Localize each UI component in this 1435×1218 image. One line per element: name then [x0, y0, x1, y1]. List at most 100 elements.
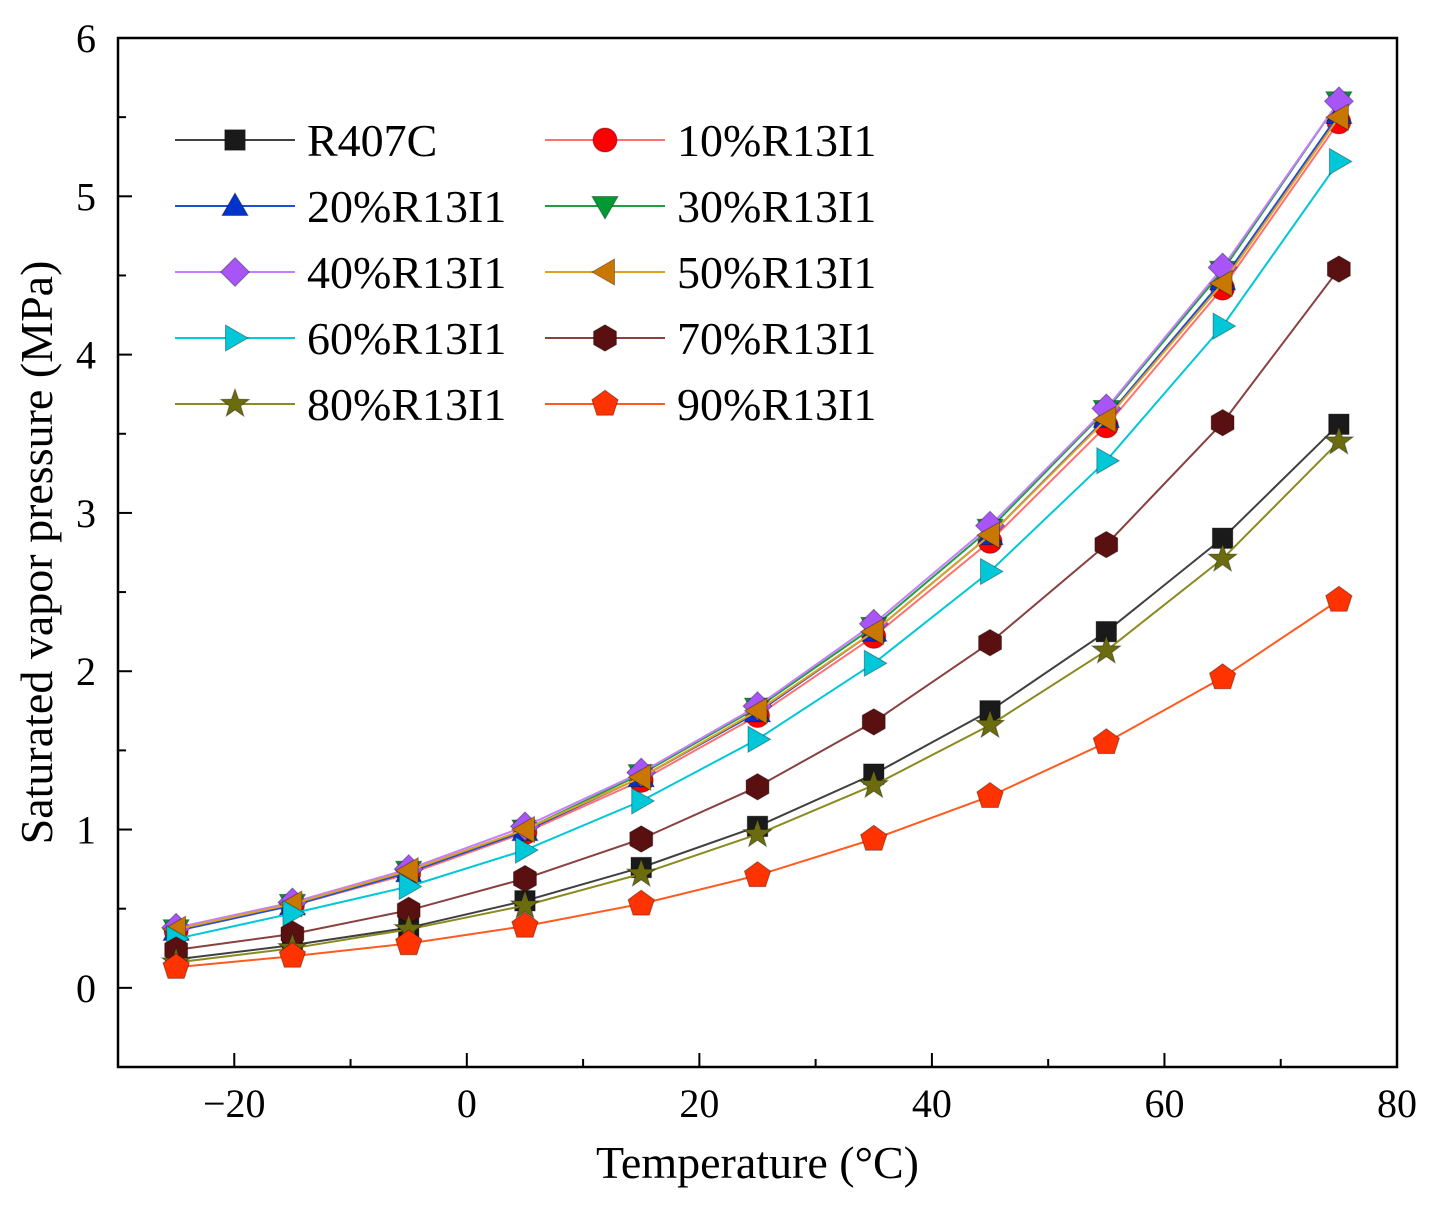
data-point	[394, 856, 419, 885]
legend-marker	[591, 389, 619, 416]
legend-label: 80%R13I1	[307, 379, 506, 430]
data-point	[978, 628, 1002, 657]
legend-label: 60%R13I1	[307, 313, 506, 364]
x-axis-title: Temperature (°C)	[596, 1137, 919, 1188]
legend-label: 10%R13I1	[677, 115, 876, 166]
legend-marker	[592, 127, 618, 153]
data-point	[1208, 269, 1233, 298]
data-point	[1096, 446, 1121, 475]
data-point	[976, 521, 1000, 549]
legend-label: 30%R13I1	[677, 181, 876, 232]
data-point	[509, 888, 541, 919]
data-point	[860, 824, 888, 851]
legend-marker	[219, 256, 251, 288]
data-point	[1323, 425, 1355, 456]
axes: −20 0 20 40 60 80 0 1 2 3 4 5 6 Temperature (°C) Satur…	[11, 16, 1417, 1188]
y-tick-label: 1	[76, 808, 96, 853]
data-point	[743, 696, 768, 725]
legend-marker	[593, 324, 617, 352]
series-90pct-r13i1	[162, 585, 1353, 979]
data-point	[863, 649, 888, 678]
legend-item: 40%R13I1	[175, 247, 506, 298]
data-point	[511, 815, 535, 844]
legend-marker	[224, 129, 246, 151]
legend-label: 20%R13I1	[307, 181, 506, 232]
y-tick-label: 4	[76, 333, 96, 378]
data-point	[745, 773, 770, 801]
legend-marker	[219, 387, 251, 418]
x-tick-label: −20	[203, 1081, 266, 1126]
x-tick-label: 80	[1377, 1081, 1417, 1126]
data-point	[515, 836, 539, 864]
data-point	[398, 872, 423, 901]
series-layer	[160, 86, 1355, 979]
legend-item: 20%R13I1	[175, 181, 506, 232]
legend-item: 60%R13I1	[175, 313, 506, 364]
legend: R407C 10%R13I1 20%R13I1 30%R13I1 40%R13I1 50%…	[175, 115, 876, 430]
legend-item: 50%R13I1	[545, 247, 876, 298]
data-point	[627, 763, 652, 792]
series-80pct-r13i1	[160, 425, 1355, 976]
data-point	[1325, 585, 1353, 612]
x-tick-label: 40	[912, 1081, 952, 1126]
legend-label: 50%R13I1	[677, 247, 876, 298]
series-line	[175, 121, 1340, 932]
data-point	[631, 787, 656, 815]
data-point	[1092, 405, 1117, 434]
data-point	[1210, 408, 1235, 437]
legend-item: R407C	[175, 115, 437, 166]
data-point	[513, 864, 537, 893]
data-point	[747, 725, 772, 754]
data-point	[1324, 103, 1349, 131]
data-point	[1092, 728, 1120, 755]
plot-frame	[116, 36, 1399, 1069]
data-point	[396, 896, 421, 925]
data-point	[1090, 634, 1123, 665]
legend-item: 10%R13I1	[545, 115, 876, 166]
data-point	[976, 781, 1004, 808]
data-point	[282, 899, 307, 928]
legend-label: R407C	[307, 115, 437, 166]
data-point	[511, 911, 539, 938]
legend-marker	[221, 192, 249, 216]
legend-marker	[225, 324, 249, 352]
series-line	[175, 116, 1340, 931]
data-point	[743, 860, 772, 888]
legend-marker	[591, 196, 619, 220]
data-point	[1094, 530, 1119, 559]
legend-label: 70%R13I1	[677, 313, 876, 364]
y-tick-label: 0	[76, 966, 96, 1011]
data-point	[859, 617, 884, 646]
data-point	[858, 768, 890, 799]
data-point	[741, 817, 774, 848]
data-point	[1328, 147, 1353, 176]
legend-label: 40%R13I1	[307, 247, 506, 298]
y-tick-label: 6	[76, 16, 96, 61]
data-point	[1326, 255, 1351, 283]
legend-item: 80%R13I1	[175, 379, 506, 430]
data-point	[627, 889, 655, 916]
legend-label: 90%R13I1	[677, 379, 876, 430]
data-point	[1208, 663, 1237, 690]
y-tick-label: 3	[76, 491, 96, 536]
data-point	[162, 952, 190, 979]
y-axis-title: Saturated vapor pressure (MPa)	[11, 261, 62, 845]
y-tick-label: 5	[76, 174, 96, 219]
y-tick-label: 2	[76, 649, 96, 694]
legend-item: 90%R13I1	[545, 379, 876, 430]
x-tick-label: 60	[1144, 1081, 1184, 1126]
data-point	[980, 557, 1004, 586]
data-point	[1212, 312, 1237, 340]
legend-item: 70%R13I1	[545, 313, 876, 364]
series-line	[175, 268, 1340, 951]
legend-marker	[591, 258, 615, 286]
data-point	[974, 708, 1006, 739]
x-tick-label: 20	[679, 1081, 719, 1126]
x-tick-label: 0	[457, 1081, 477, 1126]
data-point	[861, 708, 886, 736]
data-point	[629, 825, 654, 853]
data-point	[395, 929, 423, 956]
data-point	[625, 857, 657, 888]
